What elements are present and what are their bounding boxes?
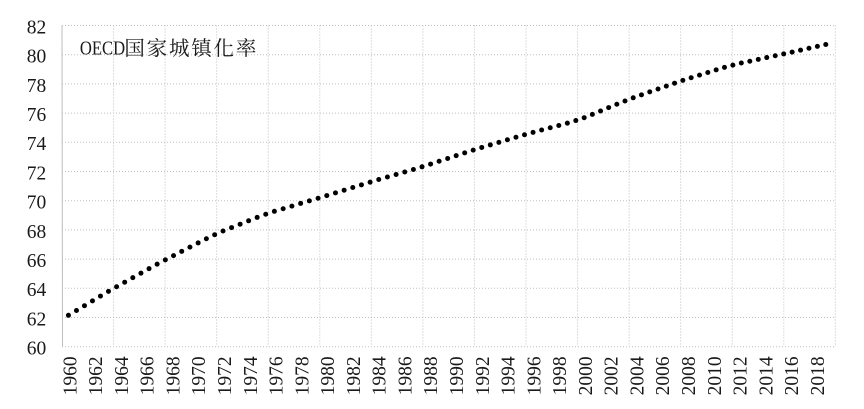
svg-text:1986: 1986 [395,356,416,395]
svg-text:76: 76 [27,105,47,126]
svg-text:64: 64 [27,280,47,301]
svg-text:1998: 1998 [550,356,571,395]
svg-text:2012: 2012 [731,356,752,395]
svg-text:60: 60 [27,339,47,360]
svg-text:2016: 2016 [782,356,803,395]
svg-text:72: 72 [27,163,47,184]
svg-text:2006: 2006 [653,356,674,395]
svg-text:1994: 1994 [499,356,520,395]
svg-text:1966: 1966 [138,356,159,395]
svg-text:82: 82 [27,17,47,38]
svg-text:80: 80 [27,47,47,68]
svg-text:1992: 1992 [473,356,494,395]
svg-text:62: 62 [27,309,47,330]
svg-text:2014: 2014 [756,356,777,395]
svg-text:2008: 2008 [679,356,700,395]
svg-text:74: 74 [27,134,47,155]
svg-text:1970: 1970 [189,356,210,395]
svg-text:2000: 2000 [576,356,597,395]
svg-text:1962: 1962 [86,356,107,395]
svg-text:2002: 2002 [602,356,623,395]
svg-text:1968: 1968 [163,356,184,395]
svg-text:2018: 2018 [808,356,829,395]
svg-text:2004: 2004 [627,356,648,395]
svg-text:1988: 1988 [421,356,442,395]
svg-text:1960: 1960 [60,356,81,395]
svg-text:2010: 2010 [705,356,726,395]
svg-text:1996: 1996 [524,356,545,395]
svg-text:1984: 1984 [370,356,391,395]
svg-text:1978: 1978 [292,356,313,395]
svg-text:70: 70 [27,193,47,214]
svg-text:1990: 1990 [447,356,468,395]
svg-text:1976: 1976 [267,356,288,395]
svg-text:1974: 1974 [241,356,262,395]
svg-text:78: 78 [27,76,47,97]
svg-text:1964: 1964 [112,356,133,395]
svg-text:1982: 1982 [344,356,365,395]
svg-text:1980: 1980 [318,356,339,395]
svg-text:OECD: OECD [80,38,125,59]
svg-text:1972: 1972 [215,356,236,395]
svg-text:68: 68 [27,222,47,243]
svg-text:66: 66 [27,251,47,272]
